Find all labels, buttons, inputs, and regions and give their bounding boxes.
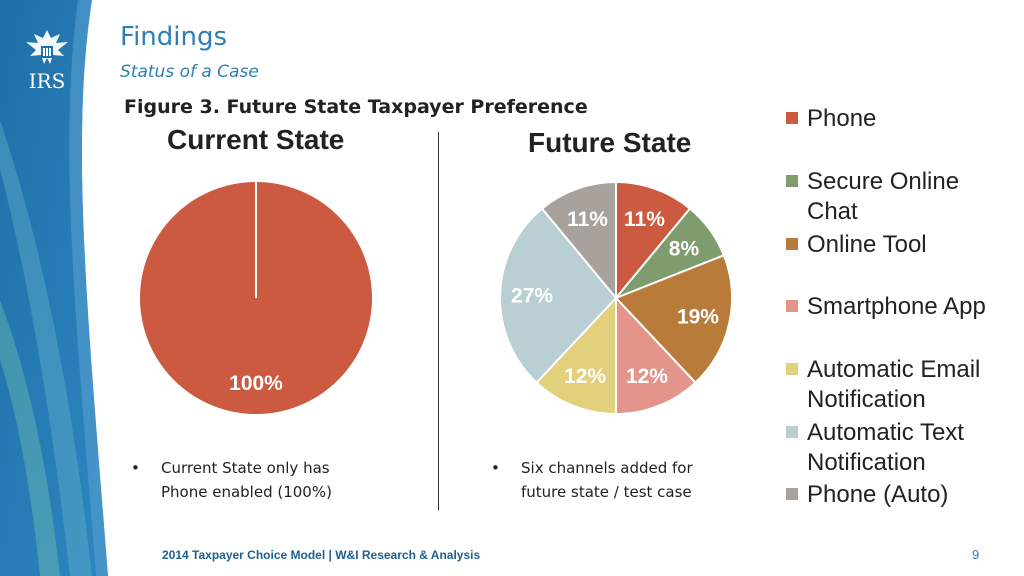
footer-text: 2014 Taxpayer Choice Model | W&I Researc… <box>162 548 481 562</box>
pie-data-label: 12% <box>626 365 668 388</box>
svg-text:IRS: IRS <box>29 69 66 92</box>
irs-logo: IRS <box>12 22 82 93</box>
pie-data-label: 12% <box>564 365 606 388</box>
legend-label: Automatic Email <box>807 356 981 383</box>
legend-item-secure-online-chat: Secure Online Chat <box>786 167 959 227</box>
legend-label: Smartphone App <box>807 293 986 320</box>
legend-swatch <box>786 238 798 250</box>
legend-swatch <box>786 363 798 375</box>
pie-data-label: 11% <box>624 208 665 231</box>
legend-swatch <box>786 488 798 500</box>
legend-swatch <box>786 426 798 438</box>
legend-item-online-tool: Online Tool <box>786 230 927 260</box>
legend-label: Online Tool <box>807 231 927 258</box>
legend-label: Chat <box>807 198 858 225</box>
current-note-line-2: Phone enabled (100%) <box>161 483 332 501</box>
legend-item-smartphone-app: Smartphone App <box>786 292 986 322</box>
pie-data-label: 100% <box>229 372 283 395</box>
legend-item-phone: Phone <box>786 104 876 134</box>
legend-label: Notification <box>807 449 926 476</box>
chart-divider <box>438 132 439 510</box>
legend-label: Notification <box>807 386 926 413</box>
legend-label: Automatic Text <box>807 419 964 446</box>
pie-slice-automatic-email-notification <box>535 295 617 416</box>
current-note-line-1: Current State only has <box>161 459 330 477</box>
page-number: 9 <box>972 547 980 562</box>
legend-swatch <box>786 175 798 187</box>
pie-data-label: 8% <box>669 238 700 261</box>
pie-slice-smartphone-app <box>615 295 697 416</box>
eagle-icon: IRS <box>26 30 68 93</box>
bullet-marker: • <box>131 459 140 477</box>
future-state-pie: 11%8%19%12%12%27%11% <box>499 180 733 416</box>
pie-data-label: 27% <box>511 284 553 307</box>
current-state-pie: 100% <box>138 180 374 416</box>
pie-slice-phone <box>615 180 692 301</box>
pie-slice-automatic-text-notification <box>499 207 618 384</box>
current-state-note: • Current State only has Phone enabled (… <box>131 456 332 504</box>
pie-slice-online-tool <box>614 253 733 384</box>
legend-label: Phone <box>807 105 877 132</box>
legend-label: Phone (Auto) <box>807 481 949 508</box>
future-state-note: • Six channels added for future state / … <box>491 456 693 504</box>
legend-item-phone-auto: Phone (Auto) <box>786 480 948 510</box>
legend-swatch <box>786 112 798 124</box>
future-state-title: Future State <box>528 127 692 158</box>
pie-data-label: 19% <box>677 305 719 328</box>
legend-item-automatic-email: Automatic Email Notification <box>786 355 980 415</box>
legend-swatch <box>786 300 798 312</box>
legend-label: Secure Online <box>807 168 960 195</box>
current-state-title: Current State <box>167 124 345 155</box>
legend-item-automatic-text: Automatic Text Notification <box>786 418 964 478</box>
future-note-line-1: Six channels added for <box>521 459 693 477</box>
pie-data-label: 11% <box>567 208 608 231</box>
page-title: Findings <box>120 22 228 52</box>
figure-title: Figure 3. Future State Taxpayer Preferen… <box>124 96 588 118</box>
future-note-line-2: future state / test case <box>521 483 692 501</box>
bullet-marker: • <box>491 459 500 477</box>
sidebar-decoration <box>0 0 108 576</box>
pie-slice-phone-auto <box>540 180 617 301</box>
page-subtitle: Status of a Case <box>120 62 259 82</box>
